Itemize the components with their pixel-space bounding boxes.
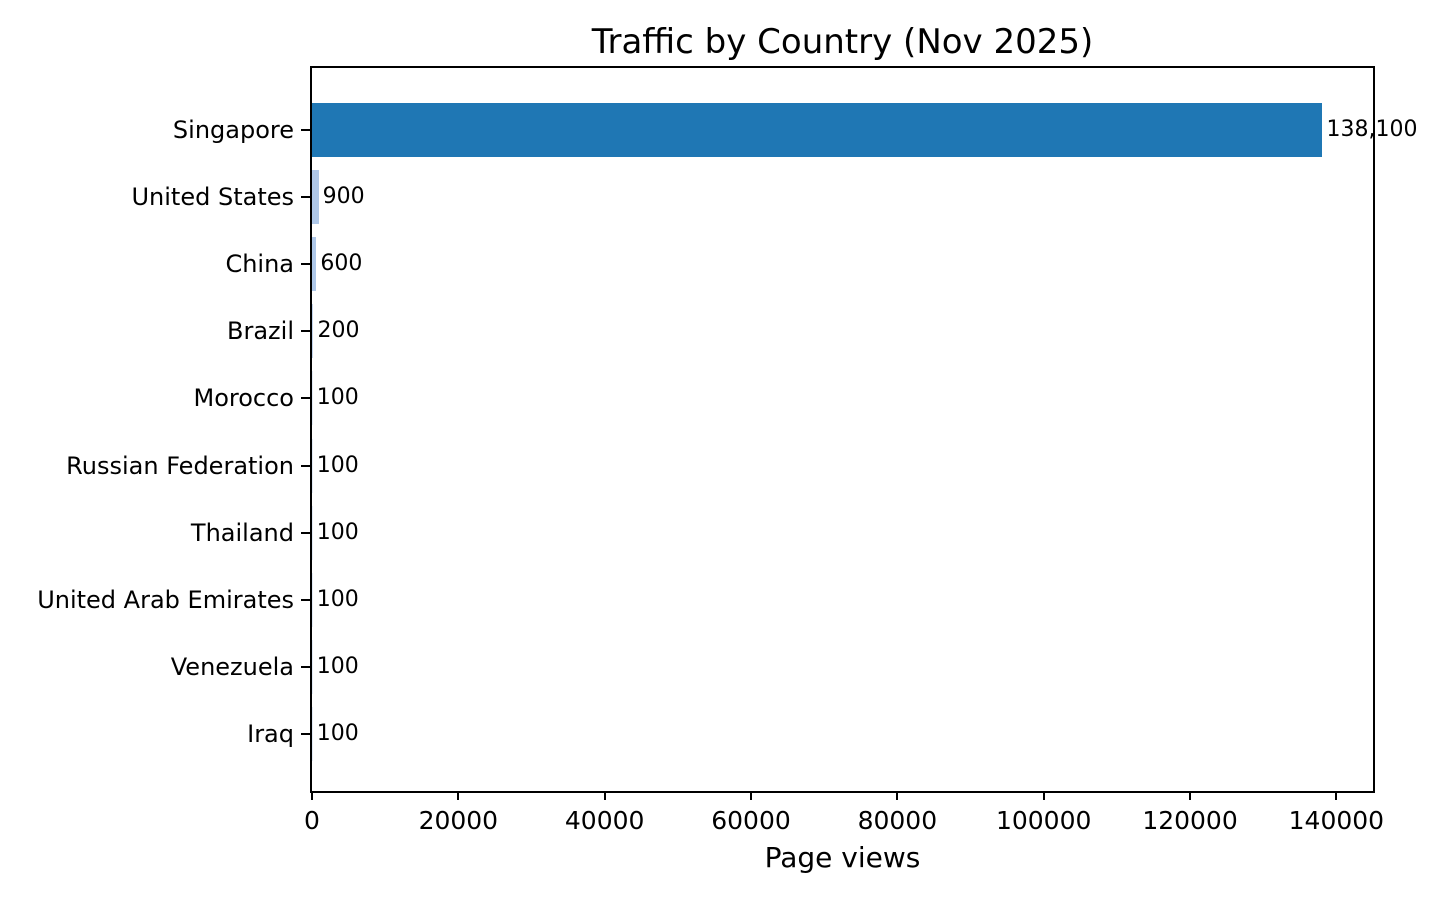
chart-title: Traffic by Country (Nov 2025)	[591, 22, 1094, 62]
bar	[312, 304, 314, 359]
x-tick-label: 140000	[1288, 806, 1385, 835]
x-axis-label: Page views	[764, 841, 921, 874]
y-tick-label: Brazil	[227, 317, 294, 346]
y-tick-label: United States	[131, 183, 294, 212]
x-tick-mark	[457, 791, 460, 800]
bar-value-label: 100	[316, 385, 359, 411]
bar-value-label: 100	[316, 452, 359, 478]
x-tick-mark	[1189, 791, 1192, 800]
x-tick-mark	[750, 791, 753, 800]
bar-value-label: 900	[322, 184, 365, 210]
y-tick-label: Morocco	[193, 384, 295, 413]
bar	[312, 639, 313, 694]
bar	[312, 170, 319, 225]
x-tick-label: 0	[304, 806, 320, 835]
y-tick-label: Russian Federation	[66, 451, 294, 480]
bar-value-label: 100	[316, 519, 359, 545]
bar	[312, 103, 1323, 157]
y-tick-mark	[301, 598, 310, 601]
y-tick-mark	[301, 397, 310, 400]
bar	[312, 371, 313, 426]
bar-value-label: 600	[320, 251, 363, 277]
x-tick-mark	[896, 791, 899, 800]
bar-value-label: 100	[316, 720, 359, 746]
x-tick-mark	[603, 791, 606, 800]
bar-value-label: 200	[317, 318, 360, 344]
y-tick-mark	[301, 263, 310, 266]
bar	[312, 505, 313, 560]
y-tick-label: China	[225, 250, 294, 279]
bar	[312, 237, 317, 292]
plot-area: 138,100 900 600 200 100 100 100 100 100 100	[310, 66, 1417, 793]
y-tick-label: United Arab Emirates	[37, 585, 294, 614]
y-tick-mark	[301, 732, 310, 735]
y-tick-label: Iraq	[247, 719, 294, 748]
y-tick-label: Thailand	[190, 518, 294, 547]
y-tick-mark	[301, 330, 310, 333]
y-tick-mark	[301, 531, 310, 534]
bar-value-label: 100	[316, 653, 359, 679]
bar	[312, 706, 313, 761]
y-tick-mark	[301, 665, 310, 668]
x-tick-mark	[1335, 791, 1338, 800]
x-tick-mark	[311, 791, 313, 800]
x-tick-label: 80000	[857, 806, 938, 835]
y-tick-mark	[301, 129, 310, 131]
bar-value-label: 100	[316, 586, 359, 612]
bar-value-label: 138,100	[1326, 117, 1418, 142]
x-tick-label: 40000	[564, 806, 645, 835]
y-tick-label: Venezuela	[170, 652, 294, 681]
x-tick-mark	[1042, 791, 1045, 800]
y-tick-label: Singapore	[172, 116, 294, 144]
y-tick-mark	[301, 196, 310, 199]
x-tick-label: 100000	[995, 806, 1092, 835]
bar	[312, 572, 313, 627]
x-tick-label: 120000	[1142, 806, 1238, 835]
x-tick-label: 20000	[418, 806, 499, 835]
x-tick-label: 60000	[711, 806, 791, 835]
y-tick-mark	[301, 464, 310, 467]
bar	[312, 438, 313, 493]
